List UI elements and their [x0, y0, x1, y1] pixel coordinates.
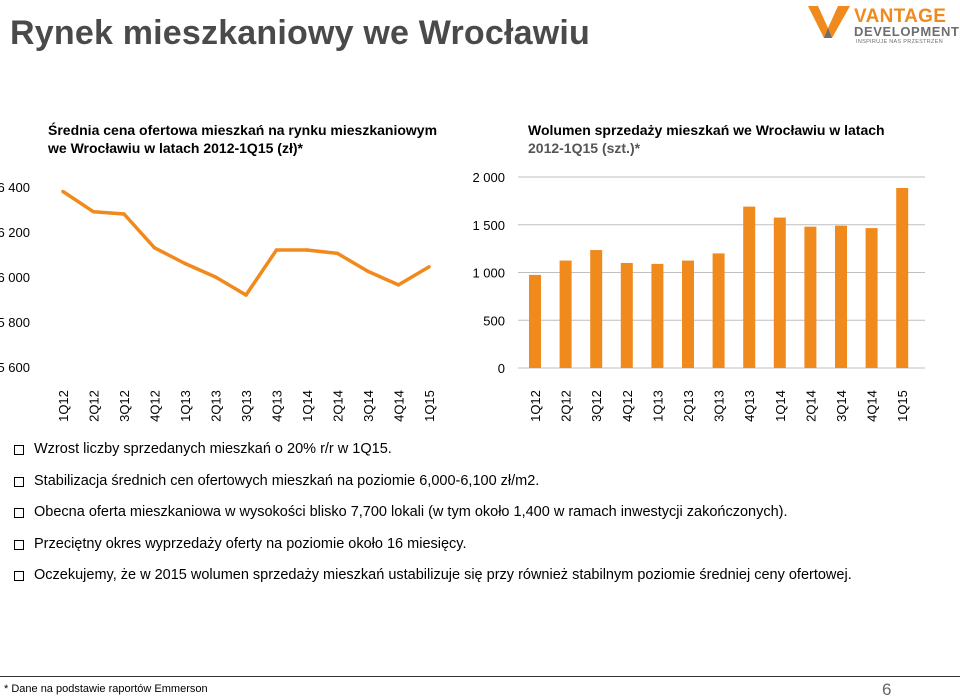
volume-bar	[835, 225, 847, 368]
page-number: 6	[882, 680, 892, 699]
price-data-point	[183, 261, 187, 266]
price-x-tick-label: 2Q14	[331, 390, 346, 422]
bullet-text: Obecna oferta mieszkaniowa w wysokości b…	[34, 504, 788, 520]
bullet-item: Stabilizacja średnich cen ofertowych mie…	[14, 473, 954, 505]
volume-x-tick-label: 4Q13	[742, 390, 757, 422]
volume-x-tick-label: 1Q13	[650, 390, 665, 422]
volume-chart-title-part2: 2012-1Q15 (szt.)*	[528, 140, 641, 156]
price-y-tick-label: 6 200	[0, 225, 30, 240]
volume-chart-title: Wolumen sprzedaży mieszkań we Wrocławiu …	[528, 121, 908, 157]
price-y-tick-label: 5 600	[0, 360, 30, 375]
volume-bar	[529, 274, 541, 368]
volume-x-tick-label: 4Q14	[865, 390, 880, 422]
checkbox-bullet-icon	[14, 508, 24, 518]
charts-area: 6 400 6 200 6 000 5 800 5 600 1Q12 2Q12 3Q12 4Q1…	[0, 170, 925, 422]
price-data-point	[122, 212, 126, 216]
price-data-point	[396, 283, 401, 287]
volume-bar	[865, 228, 878, 368]
volume-bar	[651, 263, 664, 368]
volume-x-tick-label: 4Q12	[620, 390, 635, 422]
company-logo: VANTAGE DEVELOPMENT INSPIRUJE NAS PRZEST…	[806, 2, 960, 48]
price-x-tick-label: 1Q12	[56, 390, 71, 422]
volume-bar	[559, 260, 572, 368]
volume-x-tick-label: 2Q14	[803, 390, 818, 422]
logo-subtitle: DEVELOPMENT	[854, 24, 960, 39]
volume-x-tick-label: 1Q12	[528, 390, 543, 422]
volume-x-tick-label: 3Q14	[834, 390, 849, 422]
bullet-text: Stabilizacja średnich cen ofertowych mie…	[34, 472, 540, 489]
volume-bar	[896, 187, 909, 368]
volume-y-tick-label: 1 000	[472, 266, 505, 281]
volume-bar	[773, 217, 786, 368]
volume-x-tick-label: 2Q13	[681, 390, 696, 422]
bullet-text: Wzrost liczby sprzedanych mieszkań o 20%…	[34, 441, 392, 457]
volume-y-tick-label: 1 500	[472, 218, 505, 233]
bullet-text: Oczekujemy, że w 2015 wolumen sprzedaży …	[34, 567, 852, 583]
price-y-tick-label: 6 400	[0, 180, 30, 195]
price-data-point	[91, 209, 96, 214]
price-x-tick-label: 1Q13	[178, 390, 193, 422]
volume-x-tick-label: 1Q14	[773, 390, 788, 422]
checkbox-bullet-icon	[14, 571, 24, 581]
price-data-point	[244, 293, 248, 297]
logo-tagline: INSPIRUJE NAS PRZESTRZEŃ	[856, 39, 943, 45]
price-data-point	[427, 265, 431, 269]
volume-y-tick-label: 2 000	[472, 170, 505, 185]
volume-bar	[620, 262, 633, 368]
price-x-tick-label: 3Q13	[239, 390, 254, 422]
volume-bar	[682, 260, 694, 368]
volume-bar	[743, 206, 756, 368]
price-data-point	[305, 248, 309, 252]
price-data-point	[335, 251, 340, 256]
price-series-line	[62, 190, 430, 297]
footnote: * Dane na podstawie raportów Emmerson	[4, 683, 208, 695]
price-x-tick-label: 3Q12	[117, 390, 132, 422]
volume-bar	[712, 253, 725, 368]
price-x-tick-label: 2Q13	[209, 390, 224, 422]
logo-mark-icon	[808, 6, 850, 38]
price-data-point	[213, 275, 218, 279]
volume-bar	[590, 250, 603, 368]
price-chart-title: Średnia cena ofertowa mieszkań na rynku …	[48, 122, 438, 156]
logo-brand: VANTAGE	[854, 6, 947, 27]
page-title: Rynek mieszkaniowy we Wrocławiu	[10, 14, 590, 52]
volume-x-tick-label: 1Q15	[895, 390, 910, 422]
price-y-tick-label: 5 800	[0, 315, 30, 330]
price-data-point	[366, 269, 370, 274]
bullet-item: Wzrost liczby sprzedanych mieszkań o 20%…	[14, 441, 954, 473]
price-x-tick-label: 1Q14	[300, 390, 315, 422]
price-data-point	[152, 245, 157, 250]
price-y-tick-label: 6 000	[0, 270, 30, 285]
price-x-tick-label: 3Q14	[361, 390, 376, 422]
volume-y-tick-label: 500	[483, 313, 505, 328]
price-data-point	[274, 248, 279, 252]
volume-bar	[804, 226, 817, 368]
price-x-tick-label: 4Q12	[148, 390, 163, 422]
bullet-item: Oczekujemy, że w 2015 wolumen sprzedaży …	[14, 567, 954, 599]
checkbox-bullet-icon	[14, 476, 24, 487]
price-x-tick-label: 4Q13	[270, 390, 285, 422]
volume-x-tick-label: 3Q12	[589, 390, 604, 422]
volume-x-tick-label: 2Q12	[559, 390, 574, 422]
volume-y-tick-label: 0	[498, 361, 505, 376]
bullet-item: Przeciętny okres wyprzedaży oferty na po…	[14, 536, 954, 568]
price-x-tick-label: 1Q15	[422, 390, 437, 422]
footer-divider	[0, 676, 960, 677]
checkbox-bullet-icon	[14, 445, 24, 455]
volume-chart-title-part1: Wolumen sprzedaży mieszkań we Wrocławiu …	[528, 122, 885, 138]
bullet-text: Przeciętny okres wyprzedaży oferty na po…	[34, 535, 467, 552]
price-data-point	[61, 189, 65, 194]
volume-x-tick-label: 3Q13	[712, 390, 727, 422]
bullet-item: Obecna oferta mieszkaniowa w wysokości b…	[14, 504, 954, 536]
checkbox-bullet-icon	[14, 539, 24, 550]
bullet-list: Wzrost liczby sprzedanych mieszkań o 20%…	[14, 441, 954, 599]
price-x-tick-label: 2Q12	[87, 390, 102, 422]
price-x-tick-label: 4Q14	[392, 390, 407, 422]
